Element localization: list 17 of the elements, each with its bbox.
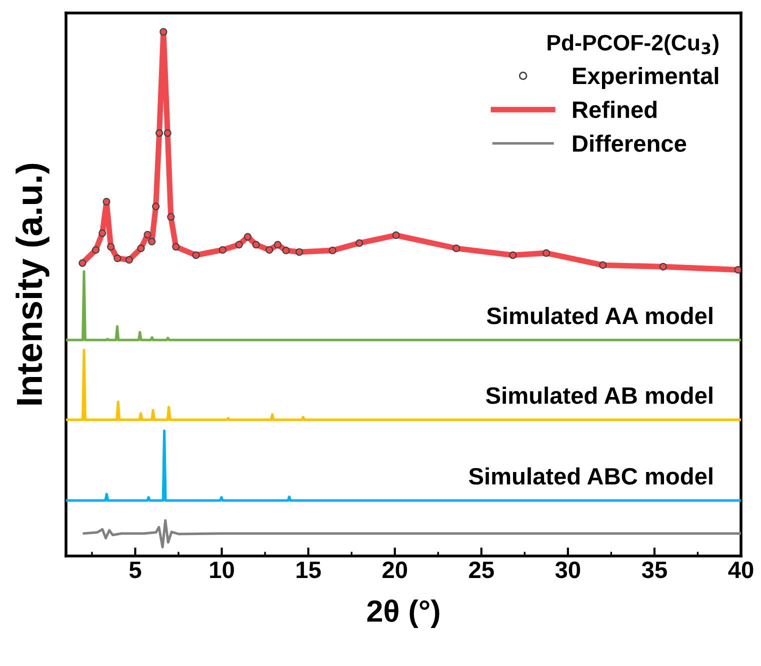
legend-title: Pd-PCOF-2(Cu$_{3}$) bbox=[548, 34, 718, 55]
x-tick-label: 20 bbox=[382, 561, 408, 578]
legend-label: Difference bbox=[573, 134, 686, 152]
x-tick-label: 25 bbox=[469, 561, 494, 578]
annotation: Simulated AB model bbox=[486, 386, 712, 404]
annotation: Simulated ABC model bbox=[468, 467, 712, 485]
x-tick-label: 30 bbox=[555, 561, 580, 578]
y-axis-title: Intensity (a.u.) bbox=[16, 164, 50, 404]
x-tick-label: 35 bbox=[642, 561, 667, 578]
x-tick-label: 5 bbox=[129, 562, 142, 578]
x-tick-label: 15 bbox=[296, 562, 321, 578]
x-tick-label: 40 bbox=[728, 561, 754, 578]
annotation: Simulated AA model bbox=[486, 306, 712, 324]
legend-label: Refined bbox=[573, 100, 656, 118]
x-tick-label: 10 bbox=[210, 561, 234, 578]
legend-label: Experimental bbox=[573, 66, 718, 89]
x-axis-title: 2θ (°) bbox=[367, 600, 440, 628]
